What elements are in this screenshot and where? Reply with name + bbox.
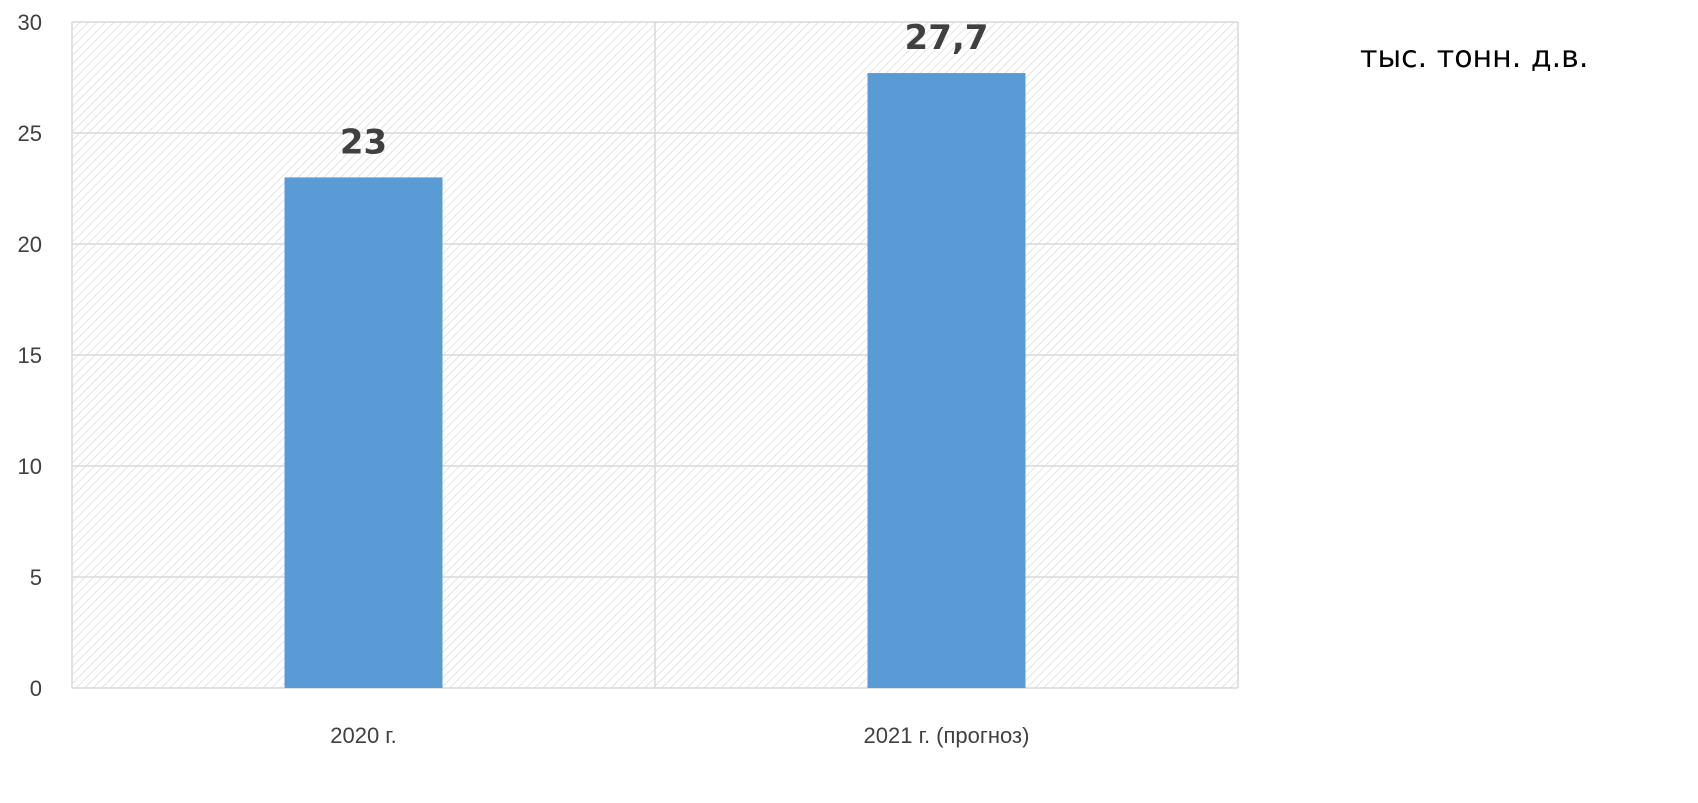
x-category-label: 2020 г. xyxy=(330,723,397,748)
bar-data-label: 23 xyxy=(340,122,387,162)
x-axis-category-labels: 2020 г. 2021 г. (прогноз) xyxy=(330,723,1029,748)
y-tick-label: 10 xyxy=(18,454,42,479)
y-tick-label: 15 xyxy=(18,343,42,368)
gridlines xyxy=(71,21,1239,689)
unit-label: тыс. тонн. д.в. xyxy=(1360,40,1589,75)
bar xyxy=(867,73,1026,688)
y-tick-label: 0 xyxy=(30,676,42,701)
y-axis-tick-labels: 0 5 10 15 20 25 30 xyxy=(18,10,42,701)
bars xyxy=(284,73,1026,688)
bar xyxy=(284,177,443,688)
y-tick-label: 20 xyxy=(18,232,42,257)
bar-data-label: 27,7 xyxy=(905,18,989,58)
y-tick-label: 30 xyxy=(18,10,42,35)
data-labels: 23 27,7 xyxy=(340,18,989,162)
x-category-label: 2021 г. (прогноз) xyxy=(864,723,1030,748)
y-tick-label: 25 xyxy=(18,121,42,146)
y-tick-label: 5 xyxy=(30,565,42,590)
